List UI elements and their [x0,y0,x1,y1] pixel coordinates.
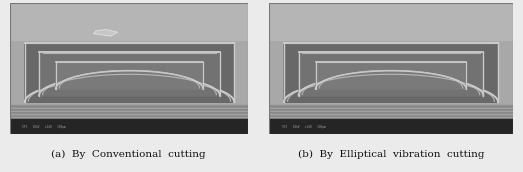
Text: (b)  By  Elliptical  vibration  cutting: (b) By Elliptical vibration cutting [298,150,484,159]
Polygon shape [299,52,483,96]
Polygon shape [315,62,467,89]
Bar [10,3,248,40]
Text: SFI   10kV   x140   100μm: SFI 10kV x140 100μm [281,125,325,129]
Bar [10,3,248,112]
Polygon shape [25,43,234,102]
Polygon shape [55,62,203,89]
Bar [269,105,513,121]
Polygon shape [284,43,498,102]
Bar [269,3,513,112]
Bar [269,3,513,40]
Bar [269,119,513,134]
Polygon shape [94,30,118,36]
Bar [10,119,248,134]
Polygon shape [39,52,220,96]
Bar [10,105,248,121]
Text: SFI   10kV   x140   100μm: SFI 10kV x140 100μm [22,125,66,129]
Text: (a)  By  Conventional  cutting: (a) By Conventional cutting [51,150,206,159]
